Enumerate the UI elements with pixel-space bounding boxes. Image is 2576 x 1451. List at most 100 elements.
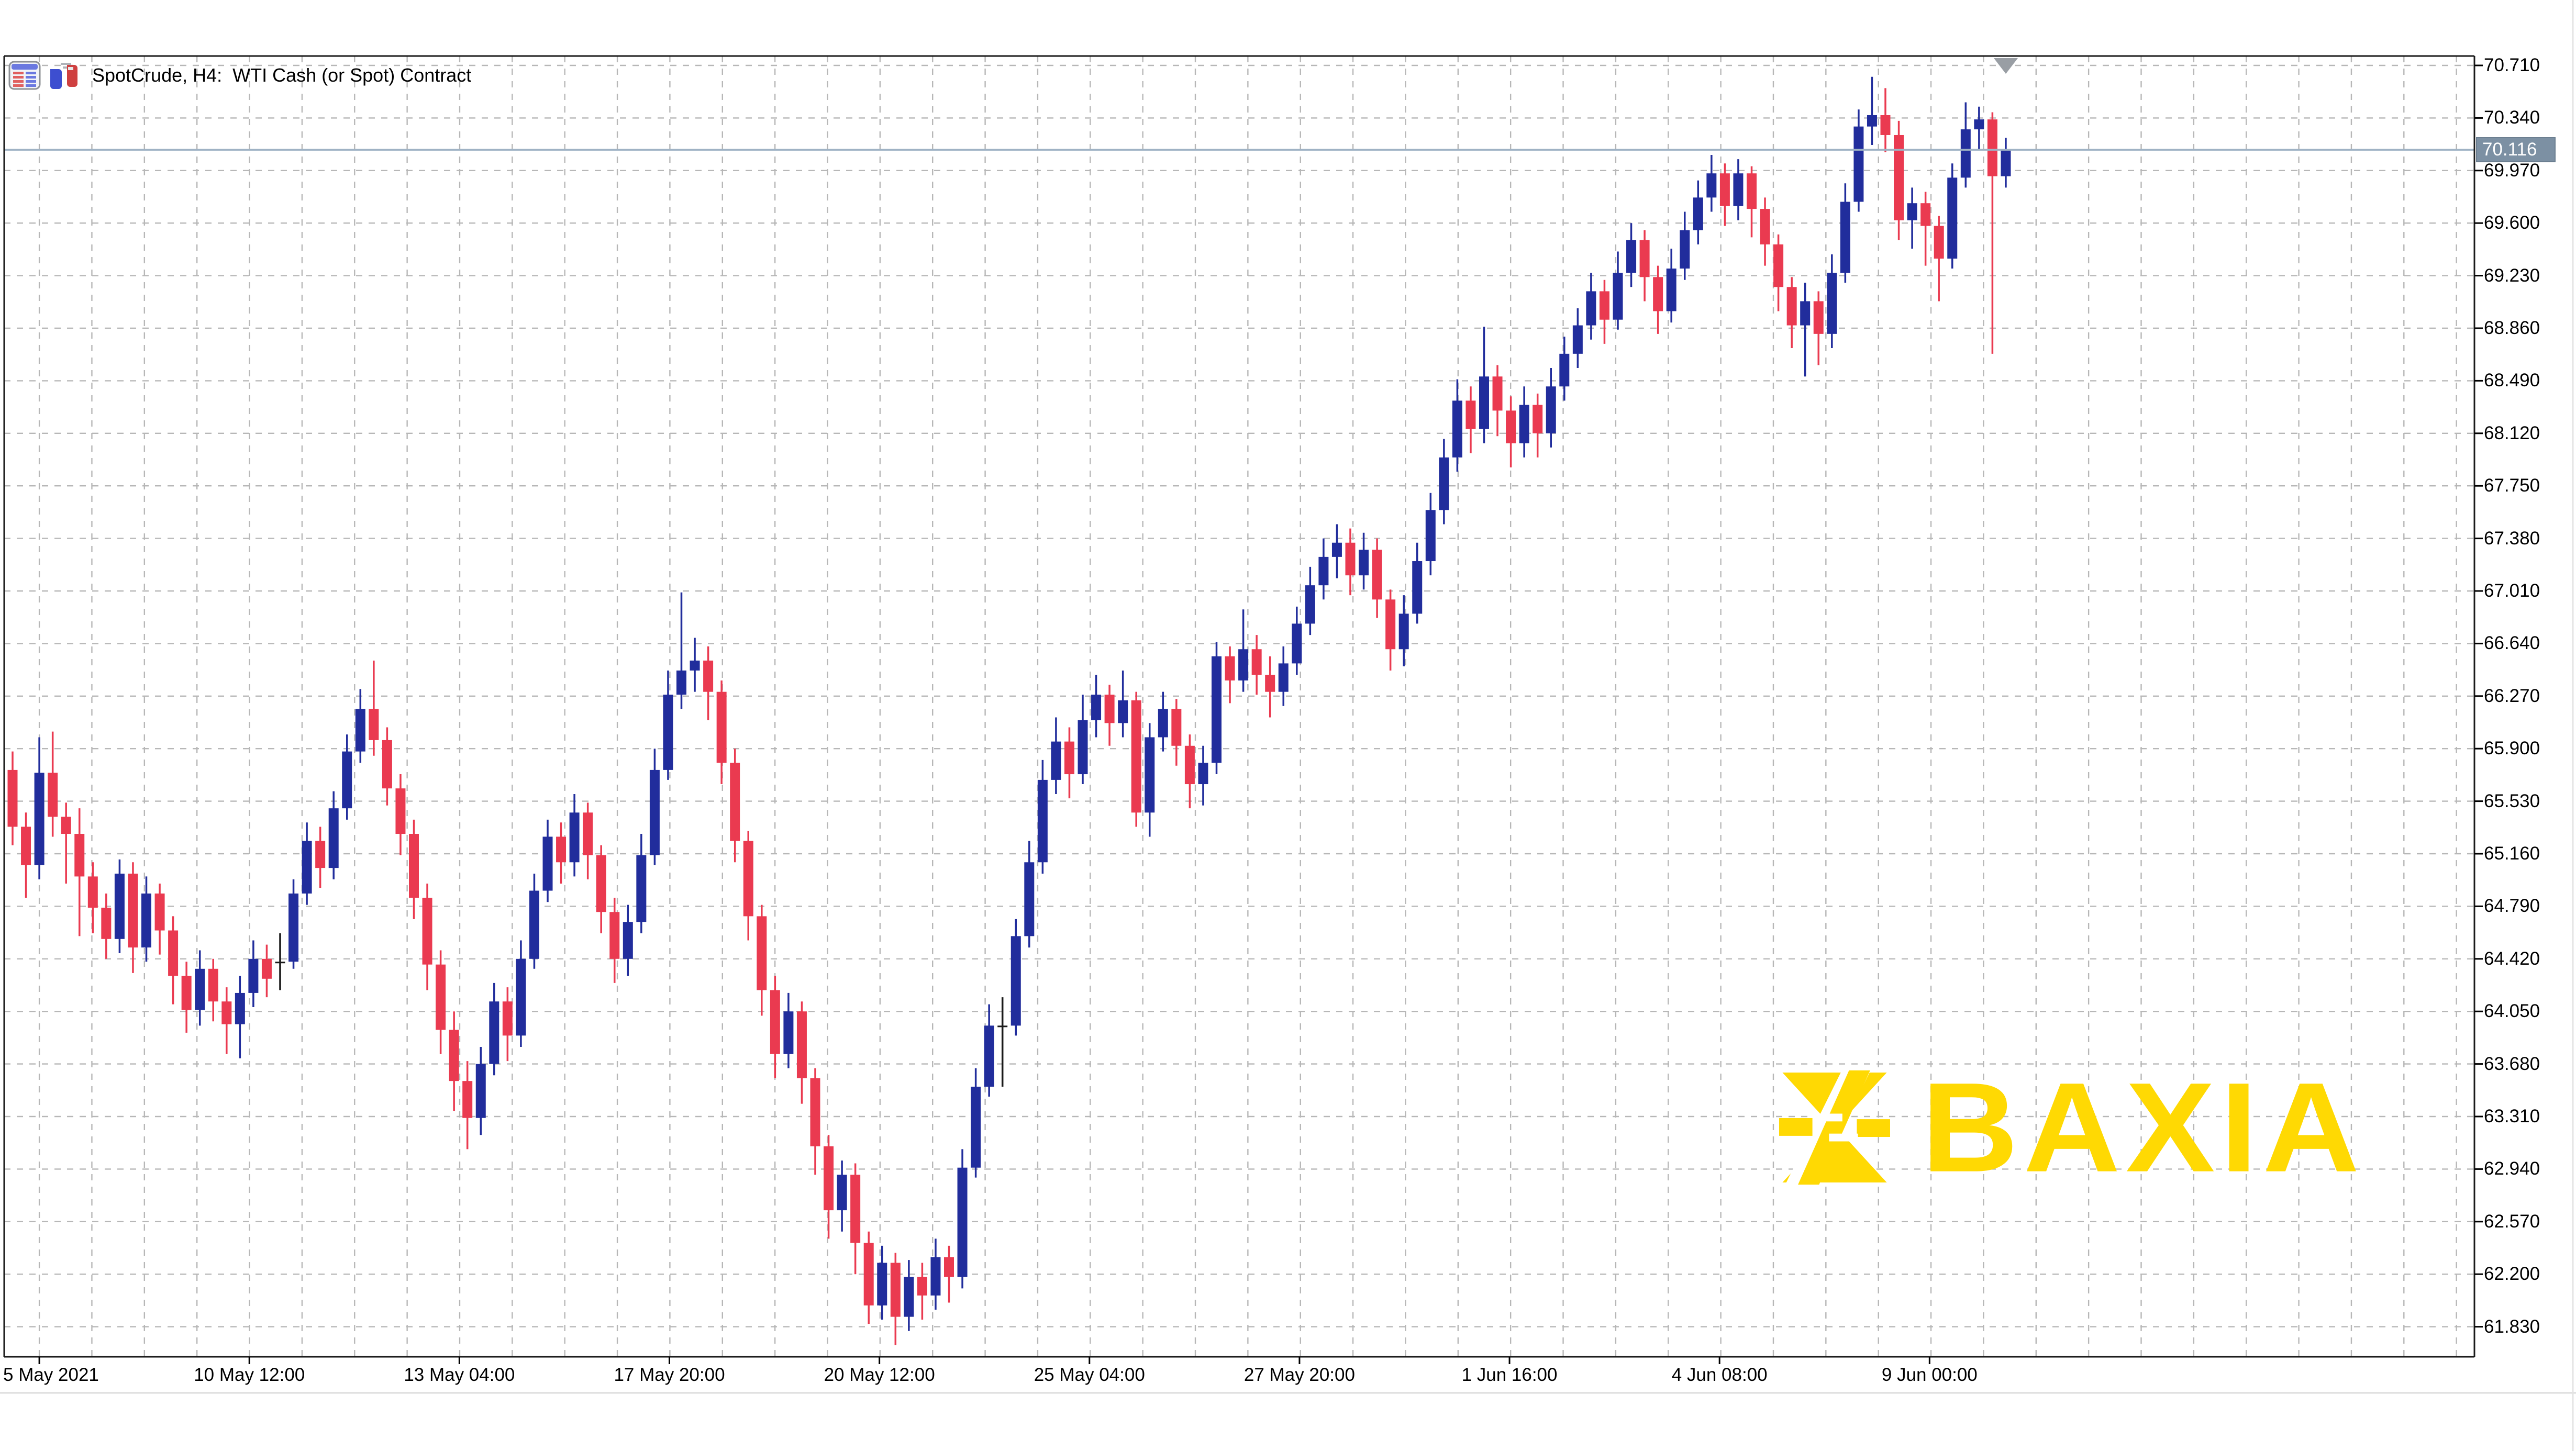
candle [302, 841, 312, 894]
candle [824, 1146, 834, 1211]
candle [1051, 741, 1061, 780]
candle [1907, 203, 1917, 220]
candle [181, 976, 192, 1010]
candle [369, 709, 379, 740]
candle [623, 922, 633, 959]
candle [1479, 376, 1489, 429]
price-axis-label: 64.420 [2484, 948, 2540, 969]
price-axis-label: 62.200 [2484, 1264, 2540, 1285]
candle [569, 812, 580, 863]
price-axis-label: 67.750 [2484, 475, 2540, 496]
candle [971, 1087, 981, 1168]
candle [1158, 709, 1168, 738]
candle [235, 992, 245, 1024]
candle [757, 916, 767, 990]
candle [1024, 862, 1035, 936]
candle [261, 958, 272, 979]
price-axis-label: 69.970 [2484, 160, 2540, 181]
candle [502, 1001, 513, 1036]
candle [1599, 291, 1609, 320]
candle [101, 908, 112, 939]
candle [1920, 203, 1931, 226]
candle [355, 709, 365, 752]
candle [248, 958, 259, 993]
candle [1813, 301, 1824, 334]
candle [489, 1001, 499, 1064]
candle [1827, 273, 1837, 334]
candle [382, 740, 392, 789]
candle [1653, 277, 1663, 311]
candle [837, 1175, 847, 1211]
candle [168, 930, 179, 976]
candle [1385, 599, 1396, 650]
price-axis-label: 69.600 [2484, 213, 2540, 233]
candle [1974, 119, 1984, 130]
candle [583, 812, 593, 855]
price-axis-label: 65.900 [2484, 738, 2540, 759]
candle [997, 1025, 1008, 1028]
candle [1506, 410, 1516, 443]
chart-title-bar: SpotCrude, H4: WTI Cash (or Spot) Contra… [8, 61, 471, 90]
candle [1305, 585, 1315, 624]
candle [1733, 173, 1744, 206]
candle [877, 1263, 887, 1305]
candle [930, 1257, 941, 1296]
candle [1064, 741, 1074, 775]
candle [1439, 457, 1449, 510]
candle [462, 1081, 473, 1118]
candle [944, 1257, 954, 1277]
candle [436, 964, 446, 1030]
price-axis-label: 68.120 [2484, 422, 2540, 443]
candle [114, 873, 125, 939]
candle [208, 968, 218, 1002]
candle [1398, 613, 1409, 650]
candle [1171, 709, 1182, 746]
candle [890, 1263, 901, 1317]
candle [730, 763, 740, 841]
price-axis-label: 64.790 [2484, 896, 2540, 917]
candle [703, 660, 714, 692]
chart-title: SpotCrude, H4: WTI Cash (or Spot) Contra… [92, 64, 472, 86]
price-axis-label: 66.640 [2484, 633, 2540, 654]
candle [1853, 126, 1864, 202]
price-axis-label: 61.830 [2484, 1316, 2540, 1337]
candle [342, 751, 352, 809]
candle [1773, 244, 1784, 287]
price-axis-label: 65.530 [2484, 790, 2540, 811]
candle [1091, 695, 1102, 720]
candle [1425, 510, 1436, 562]
candle [1880, 115, 1891, 135]
candle [1760, 209, 1770, 244]
price-axis-label: 67.380 [2484, 528, 2540, 549]
price-axis-label: 63.680 [2484, 1053, 2540, 1074]
candle [1719, 173, 1730, 206]
candle [690, 660, 700, 671]
candle [154, 893, 165, 931]
candle [1586, 291, 1596, 326]
candle [863, 1243, 874, 1305]
candle [422, 898, 432, 965]
candle [1572, 325, 1583, 354]
candle [1747, 173, 1757, 209]
candle [529, 890, 539, 959]
candle [34, 773, 45, 865]
price-axis-label: 65.160 [2484, 843, 2540, 864]
candle [1251, 649, 1262, 675]
candle [1987, 119, 1997, 176]
candle [1559, 353, 1570, 387]
time-axis-label: 9 Jun 00:00 [1881, 1365, 1978, 1385]
candle [783, 1011, 794, 1054]
price-axis-label: 69.230 [2484, 265, 2540, 286]
candle [957, 1167, 968, 1277]
candle [1680, 230, 1690, 269]
price-axis-label: 66.270 [2484, 685, 2540, 706]
candle [1626, 240, 1637, 273]
candle [1292, 623, 1302, 664]
candle [649, 769, 660, 855]
candle [1800, 301, 1811, 326]
candle [1840, 202, 1850, 273]
candle [1037, 779, 1048, 863]
candle [1960, 129, 1971, 178]
